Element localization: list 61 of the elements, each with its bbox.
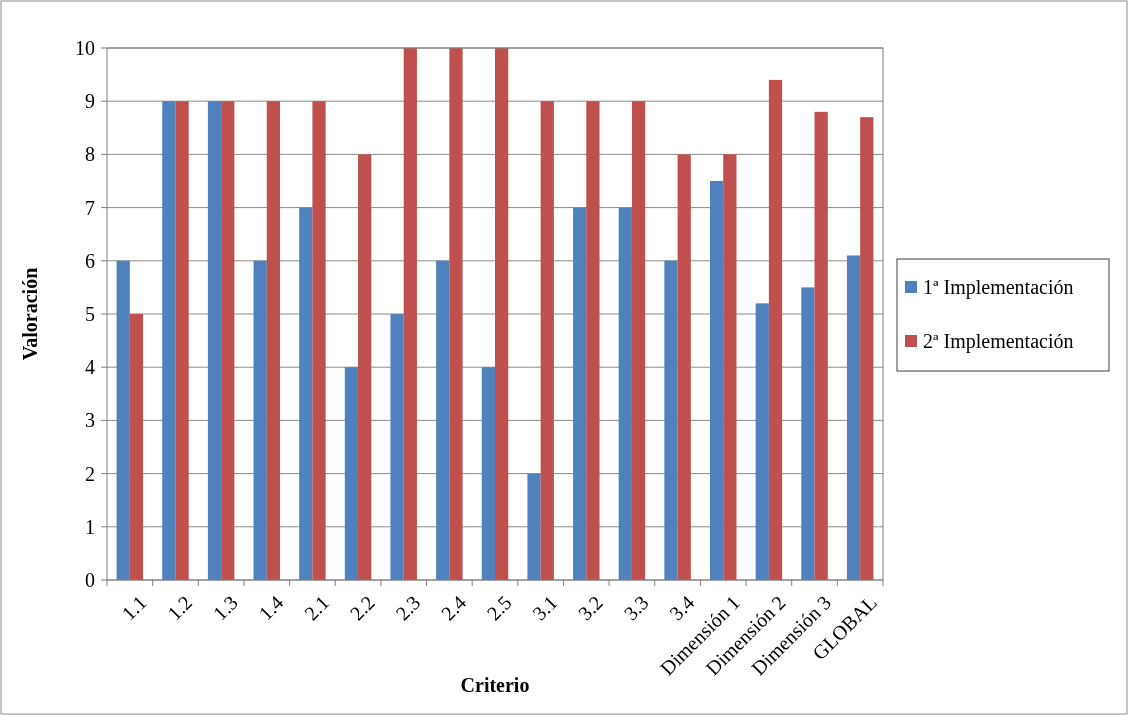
bar xyxy=(540,101,554,580)
bar xyxy=(436,260,450,580)
bar xyxy=(755,303,769,580)
y-tick-label: 3 xyxy=(85,409,95,432)
bar xyxy=(221,101,235,580)
y-tick-label: 10 xyxy=(75,37,95,59)
bar xyxy=(495,48,509,580)
bar xyxy=(860,117,874,580)
y-tick-label: 1 xyxy=(85,515,95,538)
bar xyxy=(801,287,815,580)
bar xyxy=(390,314,404,580)
bar xyxy=(358,154,372,580)
bar xyxy=(266,101,280,580)
bar xyxy=(299,207,313,580)
bar xyxy=(253,260,267,580)
bar xyxy=(449,48,463,580)
y-tick-label: 8 xyxy=(85,143,95,166)
bar xyxy=(573,207,587,580)
x-tick-label: 1.1 xyxy=(117,591,151,625)
x-tick-label: 2.1 xyxy=(299,591,334,625)
x-tick-label: 3.3 xyxy=(619,591,653,625)
y-axis-title: Valoración xyxy=(19,267,41,361)
bar xyxy=(814,111,828,580)
bar xyxy=(175,101,189,580)
y-tick-label: 5 xyxy=(85,303,95,325)
x-tick-label: 2.5 xyxy=(482,591,516,625)
x-tick-label: 2.4 xyxy=(436,591,471,625)
x-tick-label: 2.2 xyxy=(345,591,379,625)
y-tick-label: 0 xyxy=(85,569,95,591)
bar xyxy=(162,101,176,580)
bar xyxy=(207,101,222,580)
x-axis-title: Criterio xyxy=(460,674,530,696)
bar xyxy=(116,260,130,580)
bar xyxy=(586,101,600,580)
bar xyxy=(677,154,691,580)
x-tick-label: 3.1 xyxy=(528,591,562,625)
legend-label: 2ª Implementación xyxy=(923,330,1074,353)
y-tick-label: 7 xyxy=(85,196,95,219)
bar xyxy=(527,473,541,580)
bar xyxy=(710,181,724,580)
x-tick-label: 1.3 xyxy=(208,591,242,625)
y-tick-label: 6 xyxy=(85,249,95,272)
bar xyxy=(631,101,646,580)
bar xyxy=(846,255,861,580)
bar xyxy=(129,314,144,580)
bar xyxy=(768,79,783,580)
x-tick-label: 1.2 xyxy=(162,591,197,625)
bar xyxy=(723,154,737,580)
bar xyxy=(403,48,417,580)
legend-label: 1ª Implementación xyxy=(923,276,1074,299)
bar xyxy=(344,367,359,580)
x-tick-label: 3.2 xyxy=(573,591,608,625)
bar xyxy=(618,207,632,580)
bar xyxy=(481,367,495,580)
y-tick-label: 9 xyxy=(85,90,95,113)
x-tick-label: 1.4 xyxy=(254,591,288,625)
bar xyxy=(312,101,326,580)
x-tick-label: 2.3 xyxy=(391,591,425,625)
y-tick-label: 2 xyxy=(85,462,95,485)
bar xyxy=(664,260,678,580)
y-tick-label: 4 xyxy=(85,356,95,379)
